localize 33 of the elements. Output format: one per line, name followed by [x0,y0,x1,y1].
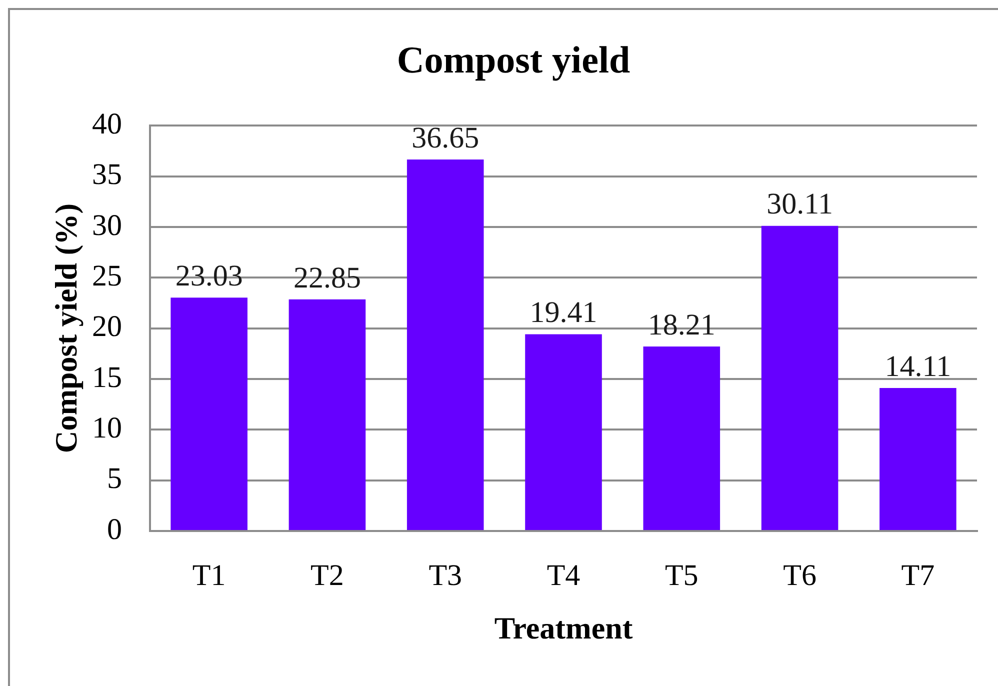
x-tick-label: T4 [546,558,580,592]
bar [643,346,720,530]
bar [406,160,484,530]
data-label: 36.65 [412,121,480,154]
x-tick-label: T2 [310,558,344,592]
x-tick-label: T3 [428,558,462,592]
x-tick-label: T5 [664,558,698,592]
bar [761,226,838,530]
chart-title: Compost yield [396,40,630,82]
bar [288,299,366,530]
y-tick-label: 35 [92,158,122,192]
y-tick-label: 15 [92,360,122,394]
bar [525,334,602,530]
x-tick-label: T1 [192,558,226,592]
data-label: 23.03 [175,259,243,292]
y-tick-label: 0 [107,512,122,546]
x-axis-title: Treatment [494,610,634,646]
bar [170,298,248,530]
y-tick-label: 5 [107,462,122,496]
data-label: 22.85 [293,261,361,294]
x-tick-label: T6 [783,558,816,592]
y-tick-label: 20 [92,310,122,344]
y-tick-label: 30 [92,208,122,242]
y-tick-label: 25 [92,260,122,292]
bar [880,388,956,530]
data-label: 14.11 [884,350,952,383]
data-label: 19.41 [530,296,598,330]
y-tick-label: 40 [92,107,122,140]
data-label: 30.11 [766,188,833,221]
x-tick-label: T7 [901,558,935,592]
y-axis-title: Compost yield (%) [48,203,84,454]
data-label: 18.21 [648,308,716,342]
y-tick-label: 10 [92,412,122,445]
